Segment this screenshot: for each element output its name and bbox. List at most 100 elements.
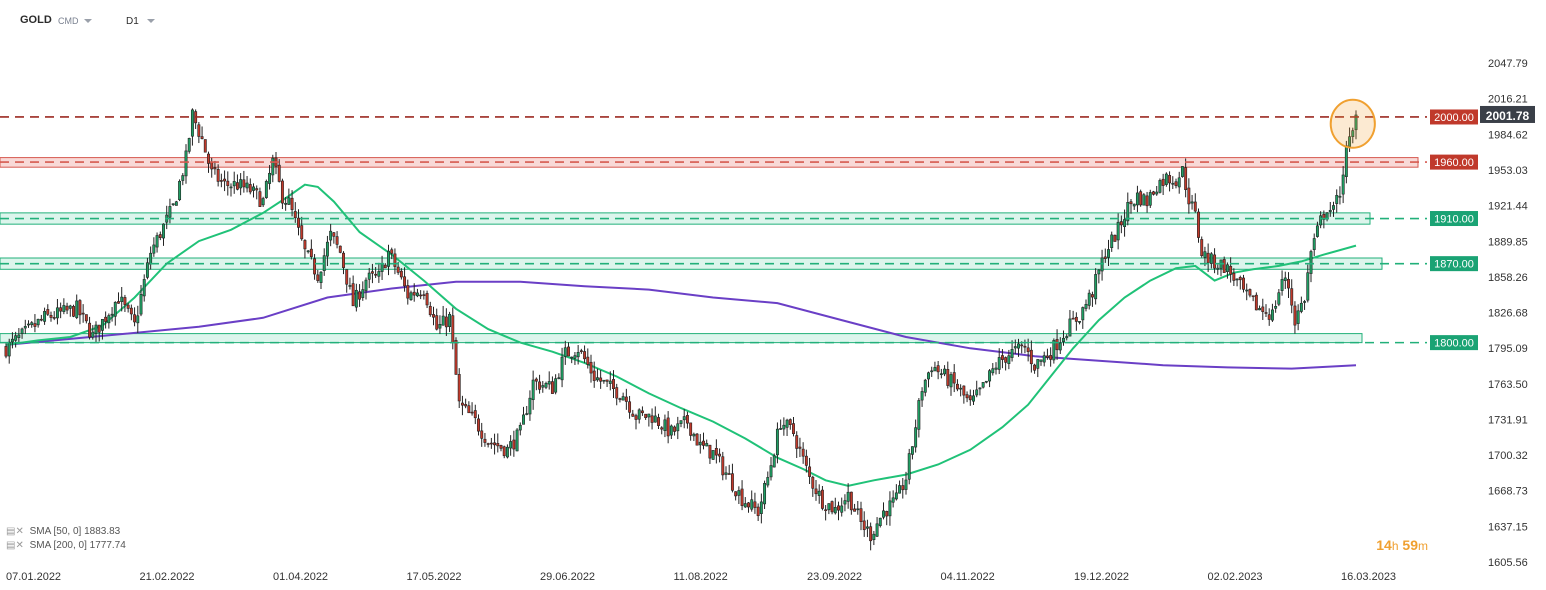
legend-value: 1883.83 [84,526,121,537]
candle-down [1193,201,1197,212]
candle-up [888,500,892,517]
candle-up [621,396,625,401]
level-labels[interactable]: 2000.00 1960.00 1910.00 1870.00 1800.00 2001.… [1430,105,1535,351]
candle-up [1164,173,1168,185]
candle-down [49,314,53,318]
candle-down [727,473,731,475]
candle-up [107,315,111,324]
candle-up [981,382,985,388]
candle-up [927,372,930,380]
candle-up [20,328,24,334]
timeframe-selector[interactable]: D1 [126,16,139,27]
candle-up [62,305,66,312]
candle-up [1274,306,1278,309]
candle-down [457,374,461,402]
candle-up [576,352,580,358]
candle-down [203,139,207,153]
y-tick-label: 1605.56 [1488,557,1528,569]
chevron-down-icon[interactable] [84,19,92,23]
candle-down [88,322,92,338]
candle-down [422,294,426,296]
candle-up [149,252,153,265]
candle-down [59,307,63,312]
candle-up [348,285,352,287]
candle-up [23,326,27,329]
x-tick-label: 11.08.2022 [674,571,728,583]
candle-up [840,505,844,513]
candle-down [901,485,905,491]
candle-up [705,443,709,447]
y-tick-label: 1700.32 [1488,450,1528,462]
highlight-ellipse [1329,98,1376,149]
legend-sma200[interactable]: ▤✕ SMA [200, 0] 1777.74 [6,540,126,551]
candle-down [869,526,873,542]
sma200-line [5,280,1357,370]
candle-down [702,440,705,446]
candle-up [1203,251,1207,258]
candle-down [383,264,387,269]
candle-up [94,324,98,334]
y-tick-label: 2016.21 [1488,94,1528,106]
x-tick-label: 21.02.2022 [140,571,195,583]
candle-down [470,411,474,414]
candle-up [152,244,156,254]
candle-up [602,379,606,382]
candle-up [367,272,371,280]
candle-down [84,314,88,322]
level-price-label: 1800.00 [1434,338,1474,350]
close-icon[interactable]: ▤✕ [6,526,24,537]
candle-up [528,397,532,415]
candle-up [91,331,95,338]
candle-up [1126,202,1130,222]
candle-up [554,378,558,393]
candle-up [329,230,333,241]
candle-up [1087,292,1091,306]
candle-up [711,450,715,460]
candle-down [1119,221,1123,226]
candle-up [827,503,831,511]
candle-down [39,318,43,321]
candle-down [583,351,587,360]
candle-down [657,417,660,426]
candle-down [358,291,362,300]
candle-down [1197,211,1200,238]
legend-sma50[interactable]: ▤✕ SMA [50, 0] 1883.83 [6,526,120,537]
candle-down [808,466,812,477]
candle-down [599,377,603,382]
candle-down [309,248,313,257]
candle-down [123,297,127,305]
candle-down [406,285,410,299]
candle-down [104,316,108,322]
candle-down [277,164,281,182]
candle-up [27,323,30,326]
candle-up [972,395,975,402]
candle-up [1319,215,1323,226]
candle-up [287,197,291,205]
symbol-name[interactable]: GOLD [20,14,52,26]
candle-up [1225,264,1229,272]
candle-down [734,491,738,497]
candle-down [605,379,609,382]
candle-down [859,508,863,523]
candle-up [142,279,146,297]
candle-down [303,240,307,250]
candle-up [676,423,680,432]
candle-down [210,161,214,170]
candle-up [1190,201,1194,204]
candle-up [724,472,728,475]
candle-down [589,361,593,374]
candle-down [1200,239,1204,256]
candle-down [129,307,133,315]
candle-up [856,508,860,511]
candle-up [380,263,384,272]
candle-up [441,315,445,326]
candle-up [843,500,847,505]
close-icon[interactable]: ▤✕ [6,540,24,551]
candle-up [1280,279,1284,291]
candle-up [1315,225,1319,237]
candle-down [502,446,506,457]
candle-down [133,314,137,323]
candle-up [943,368,947,375]
chevron-down-icon[interactable] [147,19,155,23]
candle-down [255,188,259,191]
